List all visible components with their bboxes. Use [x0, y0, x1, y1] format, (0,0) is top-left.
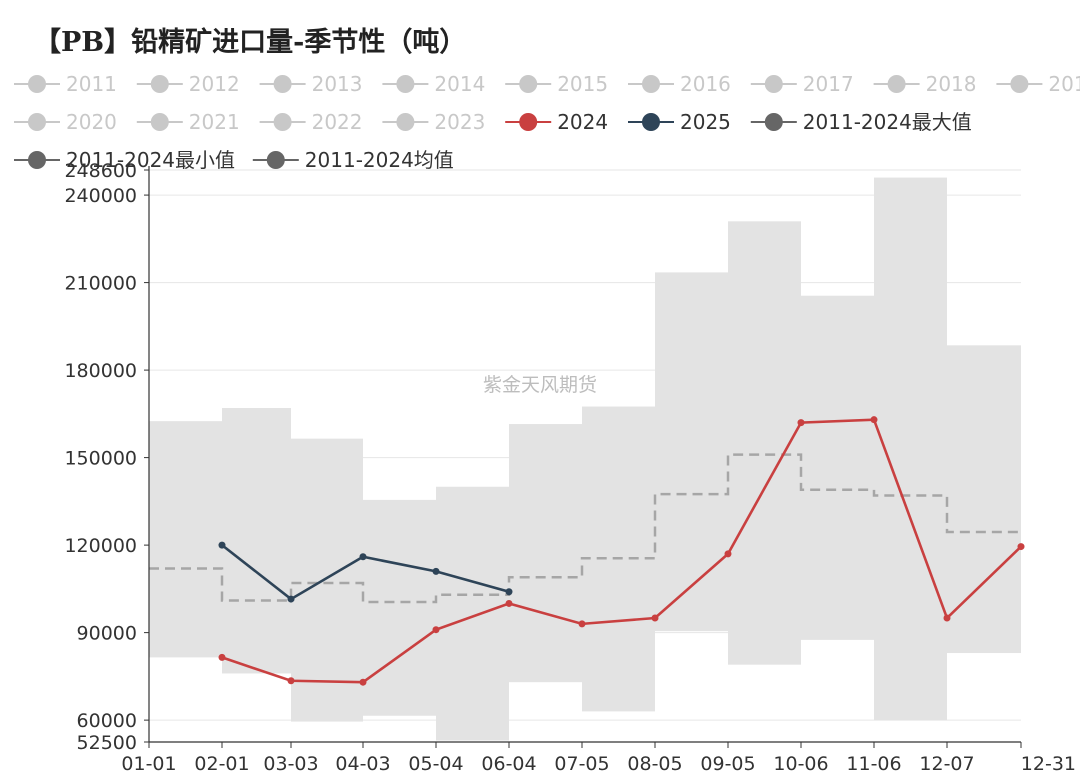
- band-segment: [947, 345, 1021, 654]
- legend-label: 2012: [189, 72, 240, 96]
- band-segment: [222, 408, 291, 674]
- y-tick-label: 248600: [64, 160, 137, 182]
- x-tick-label: 07-05: [554, 753, 609, 775]
- y-tick-label: 52500: [77, 732, 137, 754]
- legend-label: 2013: [312, 72, 363, 96]
- x-tick-label: 10-06: [773, 753, 828, 775]
- x-tick-label: 04-03: [335, 753, 390, 775]
- legend-label: 2016: [680, 72, 731, 96]
- x-tick-label: 02-01: [194, 753, 249, 775]
- series-line-2024: [221, 418, 1022, 684]
- legend-item-2017[interactable]: 2017: [750, 72, 854, 96]
- x-tick-label: 03-03: [263, 753, 318, 775]
- data-point-2024: [724, 550, 732, 558]
- legend-label: 2024: [557, 110, 608, 134]
- y-tick-label: 90000: [77, 623, 137, 645]
- legend-item-2022[interactable]: 2022: [259, 110, 363, 134]
- x-tick-label: 09-05: [700, 753, 755, 775]
- data-point-2024: [359, 678, 367, 686]
- chart-title: 【PB】铅精矿进口量-季节性（吨）: [34, 27, 467, 58]
- legend-item-2013[interactable]: 2013: [259, 72, 363, 96]
- band-segment: [363, 499, 436, 716]
- legend-item-2016[interactable]: 2016: [628, 72, 731, 96]
- x-tick-label: 08-05: [627, 753, 682, 775]
- legend-item-2012[interactable]: 2012: [136, 72, 240, 96]
- x-tick-label: 06-04: [481, 753, 536, 775]
- legend-label: 2018: [926, 72, 977, 96]
- legend-item-2024[interactable]: 2024: [505, 110, 608, 134]
- legend-item-2019[interactable]: 2019: [996, 72, 1080, 96]
- legend-item-2011-2024均值[interactable]: 2011-2024均值: [252, 148, 454, 172]
- data-point-2024: [218, 653, 226, 661]
- y-tick-label: 240000: [64, 185, 137, 207]
- data-point-2024: [578, 620, 586, 628]
- legend-label: 2021: [189, 110, 240, 134]
- x-tick-label: 05-04: [408, 753, 463, 775]
- y-tick-label: 120000: [64, 535, 137, 557]
- band-segment: [436, 486, 509, 741]
- legend-item-2015[interactable]: 2015: [505, 72, 608, 96]
- legend-item-2025[interactable]: 2025: [628, 110, 731, 134]
- legend-label: 2011-2024最小值: [66, 148, 235, 172]
- legend-label: 2023: [434, 110, 485, 134]
- data-point-2024: [943, 614, 951, 622]
- legend-item-2011-2024最小值[interactable]: 2011-2024最小值: [14, 148, 235, 172]
- y-tick-label: 180000: [64, 360, 137, 382]
- legend: 2011 2012 2013 2014 2015 2016 2017 2018 2019 2020…: [14, 72, 1080, 172]
- legend-label: 2014: [434, 72, 485, 96]
- legend-item-2011[interactable]: 2011: [14, 72, 117, 96]
- data-point-2025: [218, 541, 226, 549]
- legend-item-2020[interactable]: 2020: [14, 110, 117, 134]
- legend-label: 2011-2024均值: [305, 148, 454, 172]
- legend-item-2014[interactable]: 2014: [382, 72, 485, 96]
- data-point-2025: [359, 553, 367, 561]
- x-tick-label: 12-31: [1021, 753, 1076, 775]
- legend-item-2023[interactable]: 2023: [382, 110, 485, 134]
- legend-label: 2015: [557, 72, 608, 96]
- y-tick-label: 210000: [64, 273, 137, 295]
- data-point-2024: [870, 416, 878, 424]
- band-segment: [291, 438, 363, 722]
- data-point-2025: [432, 567, 440, 575]
- band-segment: [874, 177, 947, 721]
- data-point-2024: [505, 599, 513, 607]
- y-tick-label: 150000: [64, 448, 137, 470]
- band-segment: [509, 424, 582, 683]
- legend-item-2021[interactable]: 2021: [136, 110, 240, 134]
- band-segment: [801, 295, 874, 640]
- band-segment: [149, 421, 222, 658]
- watermark-text: 紫金天风期货: [483, 374, 597, 396]
- series-lines: [218, 416, 1025, 686]
- legend-item-2011-2024最大值[interactable]: 2011-2024最大值: [750, 110, 972, 134]
- band-segment: [655, 272, 728, 632]
- data-point-2024: [432, 626, 440, 634]
- x-tick-label: 12-07: [919, 753, 974, 775]
- data-point-2025: [287, 595, 295, 603]
- average-step-line: [149, 453, 1021, 604]
- legend-label: 2011-2024最大值: [803, 110, 972, 134]
- x-tick-label: 01-01: [121, 753, 176, 775]
- legend-label: 2020: [66, 110, 117, 134]
- max-min-band: [149, 177, 1021, 741]
- legend-label: 2022: [312, 110, 363, 134]
- legend-label: 2011: [66, 72, 117, 96]
- x-tick-label: 11-06: [846, 753, 901, 775]
- data-point-2024: [651, 614, 659, 622]
- data-point-2024: [287, 677, 295, 685]
- data-point-2024: [797, 419, 805, 427]
- legend-label: 2025: [680, 110, 731, 134]
- legend-item-2018[interactable]: 2018: [873, 72, 977, 96]
- legend-label: 2017: [803, 72, 854, 96]
- y-tick-label: 60000: [77, 710, 137, 732]
- data-point-2025: [505, 588, 513, 596]
- average-line: [149, 453, 1021, 604]
- data-point-2024: [1017, 543, 1025, 551]
- legend-label: 2019: [1048, 72, 1080, 96]
